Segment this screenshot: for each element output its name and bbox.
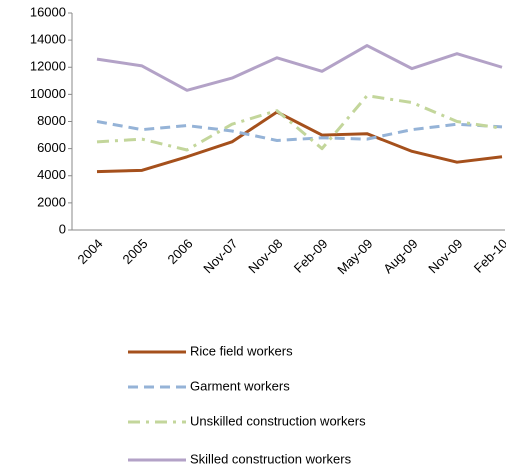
y-tick-label: 14000 [30, 32, 66, 47]
y-tick-label: 12000 [30, 59, 66, 74]
x-tick-label: 2005 [119, 236, 150, 267]
series-line [96, 44, 503, 92]
legend-label: Unskilled construction workers [190, 413, 366, 428]
series-line [96, 94, 503, 152]
x-tick-label: May-09 [334, 236, 375, 277]
y-tick-label: 6000 [37, 140, 66, 155]
y-tick-label: 4000 [37, 167, 66, 182]
legend-label: Garment workers [190, 378, 290, 393]
y-tick-label: 2000 [37, 194, 66, 209]
legend-label: Skilled construction workers [190, 451, 352, 466]
y-tick-label: 10000 [30, 86, 66, 101]
series-line [96, 110, 503, 174]
x-tick-label: 2006 [164, 236, 195, 267]
y-tick-label: 8000 [37, 113, 66, 128]
series-line [96, 120, 503, 142]
x-tick-label: Nov-08 [245, 236, 285, 276]
x-tick-label: Feb-09 [291, 236, 331, 276]
y-tick-label: 0 [59, 221, 66, 236]
legend-label: Rice field workers [190, 343, 293, 358]
x-tick-label: Nov-09 [425, 236, 465, 276]
x-tick-label: Nov-07 [200, 236, 240, 276]
y-tick-label: 16000 [30, 4, 66, 19]
x-tick-label: Aug-09 [380, 236, 420, 276]
x-tick-label: Feb-10 [471, 236, 506, 276]
x-tick-label: 2004 [74, 236, 105, 267]
